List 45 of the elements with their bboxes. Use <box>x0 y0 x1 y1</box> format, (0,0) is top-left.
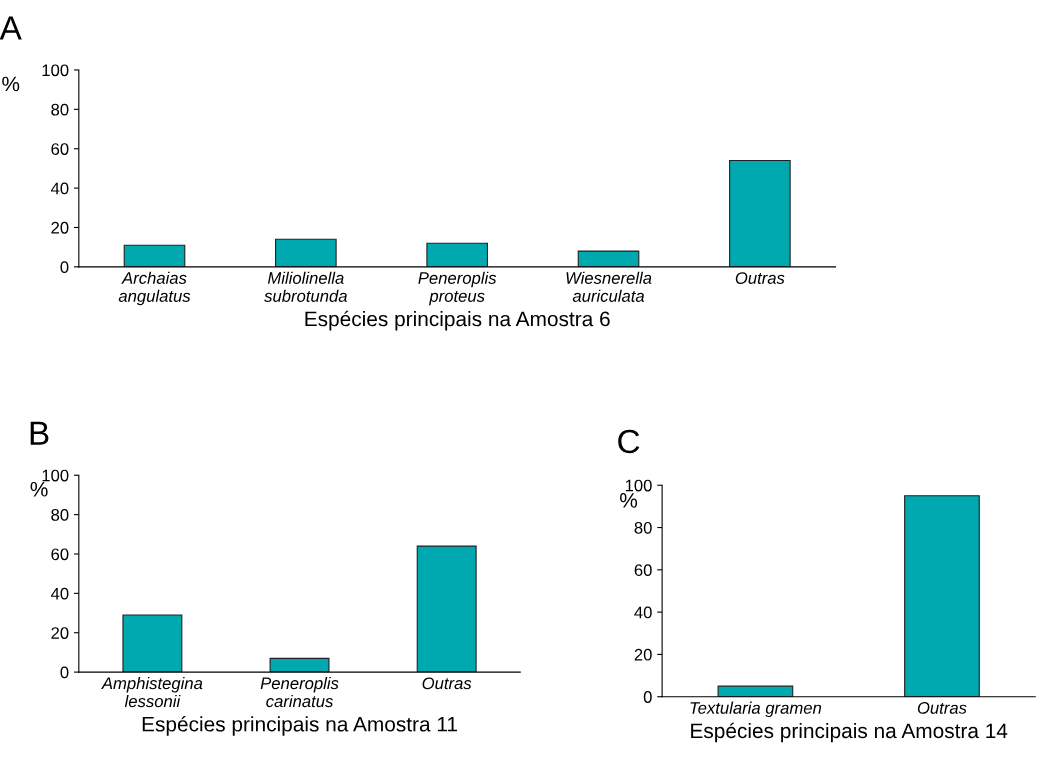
y-tick-label: 40 <box>634 606 652 619</box>
x-tick-label: Peneroplis proteus <box>418 271 497 306</box>
y-tick-label: 100 <box>42 64 69 77</box>
bar <box>577 250 640 267</box>
y-tick-label: 20 <box>51 627 69 639</box>
bar <box>275 238 337 267</box>
y-tick-label: 20 <box>634 648 652 661</box>
x-tick-label: Outras <box>422 677 472 690</box>
y-tick-label: 80 <box>51 509 69 521</box>
y-tick-label: 100 <box>42 469 69 482</box>
y-tick-label: 80 <box>51 103 69 116</box>
y-tick-label: 100 <box>625 479 652 492</box>
bar <box>729 159 791 267</box>
bar <box>269 657 330 673</box>
x-tick-label: Amphistegina lessonii <box>101 676 203 708</box>
x-tick-label: Outras <box>735 272 785 284</box>
y-axis-title: % <box>620 493 638 508</box>
bar <box>123 244 186 267</box>
y-tick-label: 80 <box>634 521 652 534</box>
y-axis-title: % <box>30 481 48 497</box>
y-tick-label: 0 <box>60 666 69 679</box>
bar <box>426 242 489 267</box>
y-tick-label: 60 <box>51 143 69 155</box>
y-tick-label: 20 <box>51 221 69 234</box>
y-tick-label: 40 <box>50 587 69 600</box>
y-tick-label: 0 <box>643 691 652 703</box>
chart-title: C <box>618 429 640 454</box>
y-tick-label: 40 <box>50 182 69 195</box>
bar <box>416 545 477 673</box>
y-tick-label: 60 <box>51 548 69 561</box>
x-axis-title: Espécies principais na Amostra 11 <box>142 716 457 736</box>
x-tick-label: Archaias angulatus <box>118 271 191 306</box>
x-tick-label: Miliolinella subrotunda <box>264 271 347 302</box>
y-tick-label: 0 <box>60 261 69 274</box>
chart-title: A <box>0 16 22 40</box>
x-tick-label: Outras <box>917 702 967 714</box>
x-axis-title: Espécies principais na Amostra 6 <box>305 310 610 331</box>
bar <box>122 614 183 673</box>
x-tick-label: Textularia gramen <box>690 701 822 718</box>
y-axis-title: % <box>2 76 20 92</box>
x-axis-title: Espécies principais na Amostra 14 <box>691 722 1008 743</box>
x-tick-label: Wiesnerella auriculata <box>566 271 652 302</box>
x-tick-label: Peneroplis carinatus <box>260 676 339 708</box>
y-tick-label: 60 <box>634 564 652 577</box>
chart-title: B <box>30 421 49 445</box>
